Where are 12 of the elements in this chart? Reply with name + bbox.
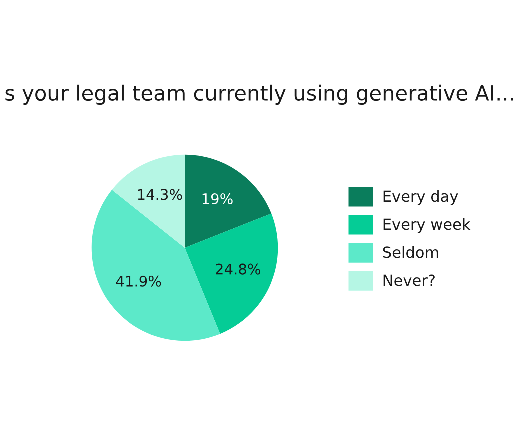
pie-slice [185,214,278,334]
pie-slice [112,154,185,248]
chart-title: s your legal team currently using generative AI... [6,84,514,106]
legend-label: Seldom [383,246,438,258]
pie-slice [185,154,272,248]
legend-label: Every week [384,218,471,234]
data-label: 19% [202,193,233,204]
legend-label: Every day [384,190,458,206]
data-label: 24.8% [216,264,260,275]
data-label: 41.9% [116,276,162,287]
legend-label: Never? [384,274,435,286]
data-label: 14.3% [138,189,182,200]
